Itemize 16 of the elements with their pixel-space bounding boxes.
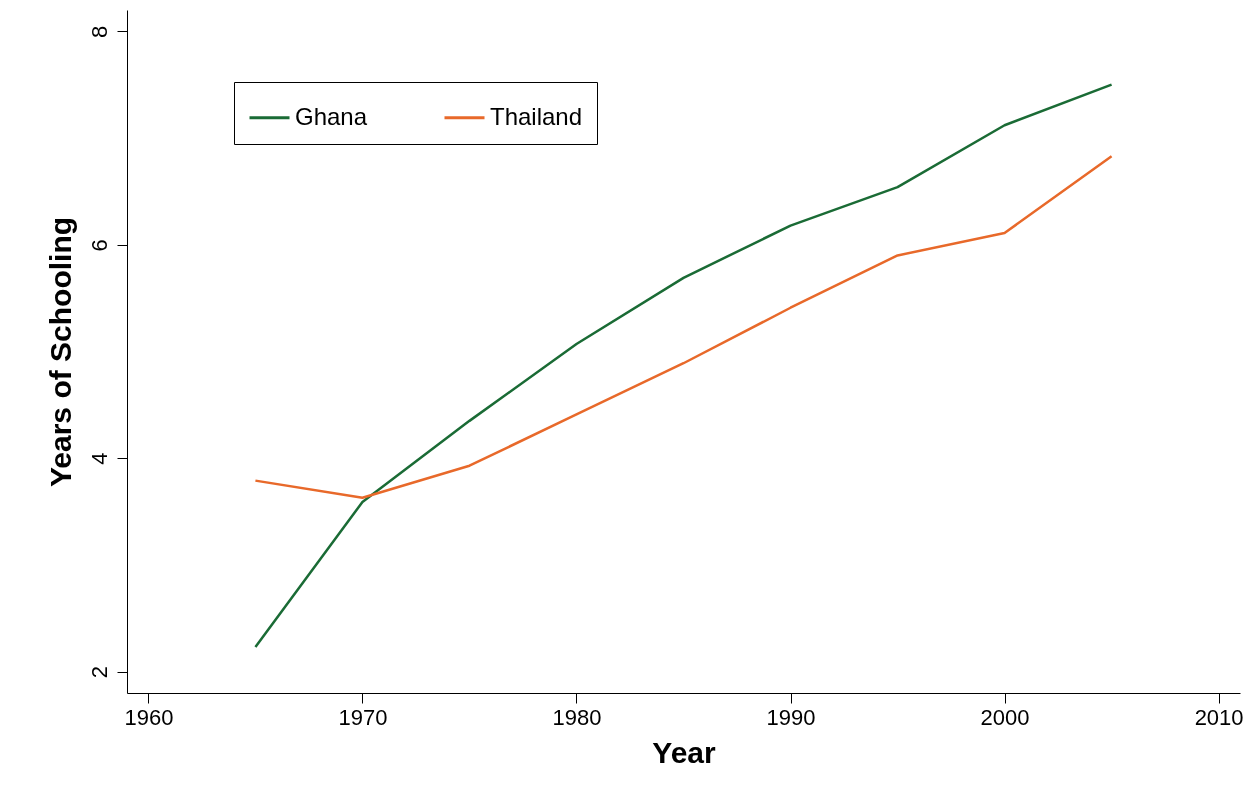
x-tick-label: 2000 bbox=[980, 704, 1030, 730]
y-tick-label: 2 bbox=[86, 666, 112, 679]
line-series bbox=[254, 154, 1113, 499]
y-tick-label: 8 bbox=[86, 25, 112, 38]
x-tick-label: 1960 bbox=[124, 704, 174, 730]
line-series bbox=[254, 83, 1113, 649]
y-tick-label: 4 bbox=[86, 452, 112, 465]
y-tick-label: 6 bbox=[86, 239, 112, 252]
legend-label: Thailand bbox=[490, 102, 583, 130]
legend-label: Ghana bbox=[295, 102, 368, 130]
x-tick-label: 1990 bbox=[766, 704, 816, 730]
x-axis-title: Year bbox=[652, 735, 717, 769]
x-tick-label: 1970 bbox=[338, 704, 388, 730]
x-tick-label: 1980 bbox=[552, 704, 602, 730]
y-axis-title: Years of Schooling bbox=[43, 216, 77, 488]
x-tick-label: 2010 bbox=[1194, 704, 1244, 730]
